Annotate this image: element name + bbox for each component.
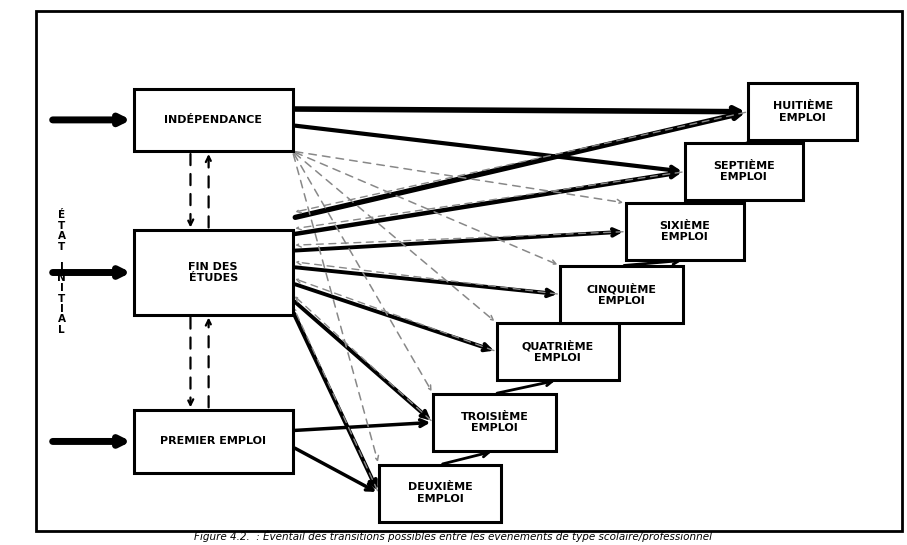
FancyBboxPatch shape — [134, 230, 292, 315]
FancyBboxPatch shape — [134, 88, 292, 151]
FancyBboxPatch shape — [134, 410, 292, 473]
Text: SIXIÈME
EMPLOI: SIXIÈME EMPLOI — [659, 221, 710, 243]
Text: HUITIÈME
EMPLOI: HUITIÈME EMPLOI — [773, 101, 833, 123]
FancyBboxPatch shape — [748, 83, 857, 140]
FancyBboxPatch shape — [379, 464, 501, 522]
FancyBboxPatch shape — [497, 323, 619, 380]
Text: FIN DES
ÉTUDES: FIN DES ÉTUDES — [189, 262, 238, 283]
FancyBboxPatch shape — [434, 393, 555, 451]
Text: SEPTIÈME
EMPLOI: SEPTIÈME EMPLOI — [713, 161, 775, 183]
Text: Figure 4.2.  : Éventail des transitions possibles entre les évènements de type s: Figure 4.2. : Éventail des transitions p… — [194, 530, 713, 542]
Text: QUATRIÈME
EMPLOI: QUATRIÈME EMPLOI — [522, 340, 594, 363]
Text: PREMIER EMPLOI: PREMIER EMPLOI — [161, 437, 266, 446]
FancyBboxPatch shape — [561, 265, 683, 323]
Text: TROISIÈME
EMPLOI: TROISIÈME EMPLOI — [461, 411, 528, 433]
Text: DEUXIÈME
EMPLOI: DEUXIÈME EMPLOI — [407, 482, 473, 504]
Text: INDÉPENDANCE: INDÉPENDANCE — [164, 115, 262, 125]
FancyBboxPatch shape — [36, 11, 902, 531]
Text: É
T
A
T
 
I
N
I
T
I
A
L: É T A T I N I T I A L — [57, 210, 66, 335]
Text: CINQUIÈME
EMPLOI: CINQUIÈME EMPLOI — [586, 283, 657, 306]
FancyBboxPatch shape — [626, 203, 744, 261]
FancyBboxPatch shape — [685, 143, 803, 200]
